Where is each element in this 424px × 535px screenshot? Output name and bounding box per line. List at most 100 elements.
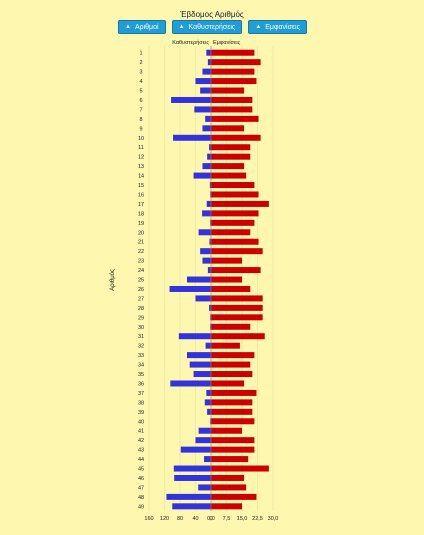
x-tick-left: 160: [144, 516, 153, 522]
category-label-25: 25: [138, 278, 144, 284]
sort-toolbar: ▲ Αριθμοί ▲ Καθυστερήσεις ▲ Εμφανίσεις: [118, 20, 307, 34]
y-axis-label: Αριθμός: [109, 269, 116, 291]
category-label-9: 9: [139, 126, 142, 132]
category-label-24: 24: [138, 268, 144, 274]
bar-appearances-47: [211, 484, 247, 491]
bar-appearances-41: [211, 427, 242, 434]
bar-appearances-46: [211, 474, 245, 481]
bar-appearances-49: [211, 503, 242, 510]
x-tick-left: 0: [209, 516, 212, 522]
category-label-16: 16: [138, 192, 144, 198]
category-label-43: 43: [138, 448, 144, 454]
bar-delay-18: [202, 210, 211, 217]
bar-appearances-10: [211, 134, 261, 141]
bar-delay-21: [209, 238, 211, 245]
bar-appearances-5: [211, 87, 245, 94]
bar-delay-27: [195, 295, 211, 302]
x-tick-left: 80: [177, 516, 183, 522]
category-label-10: 10: [138, 136, 144, 142]
bar-delay-11: [209, 144, 211, 151]
bar-appearances-45: [211, 465, 269, 472]
bar-delay-6: [171, 96, 211, 103]
category-label-12: 12: [138, 155, 144, 161]
bar-appearances-43: [211, 446, 255, 453]
category-label-22: 22: [138, 249, 144, 255]
bar-delay-15: [209, 182, 211, 189]
category-label-14: 14: [138, 174, 144, 180]
bar-delay-14: [193, 172, 211, 179]
category-label-32: 32: [138, 344, 144, 350]
category-label-47: 47: [138, 485, 144, 491]
category-label-44: 44: [138, 457, 144, 463]
category-label-17: 17: [138, 202, 144, 208]
sort-by-appearances-button[interactable]: ▲ Εμφανίσεις: [248, 20, 307, 34]
category-label-36: 36: [138, 381, 144, 387]
category-label-48: 48: [138, 495, 144, 501]
bar-delay-12: [207, 153, 211, 160]
sort-by-delay-button[interactable]: ▲ Καθυστερήσεις: [171, 20, 243, 34]
x-tick-right: 22,5: [252, 516, 263, 522]
bar-delay-42: [195, 437, 211, 444]
bar-appearances-35: [211, 371, 253, 378]
bar-delay-43: [180, 446, 211, 453]
category-label-11: 11: [138, 145, 144, 151]
category-label-35: 35: [138, 372, 144, 378]
bar-appearances-4: [211, 78, 257, 85]
bar-appearances-15: [211, 182, 255, 189]
bar-delay-22: [200, 248, 211, 255]
category-label-23: 23: [138, 259, 144, 265]
bar-delay-46: [174, 474, 211, 481]
bar-delay-33: [186, 352, 211, 359]
bar-delay-41: [198, 427, 211, 434]
category-label-40: 40: [138, 419, 144, 425]
bar-delay-2: [207, 59, 211, 66]
bar-appearances-37: [211, 389, 257, 396]
bar-delay-3: [202, 68, 211, 75]
category-label-21: 21: [138, 240, 144, 246]
bar-appearances-31: [211, 333, 265, 340]
bar-appearances-12: [211, 153, 251, 160]
bar-appearances-26: [211, 285, 251, 292]
bar-appearances-8: [211, 115, 259, 122]
bar-appearances-40: [211, 418, 255, 425]
bar-appearances-19: [211, 219, 255, 226]
bar-delay-39: [207, 408, 211, 415]
category-label-18: 18: [138, 211, 144, 217]
bar-delay-17: [206, 200, 211, 207]
bar-appearances-39: [211, 408, 253, 415]
bar-appearances-24: [211, 267, 261, 274]
bar-appearances-18: [211, 210, 259, 217]
category-label-2: 2: [139, 60, 142, 66]
category-label-6: 6: [139, 98, 142, 104]
bar-appearances-7: [211, 106, 253, 113]
sort-by-number-button[interactable]: ▲ Αριθμοί: [118, 20, 166, 34]
bar-appearances-2: [211, 59, 261, 66]
bar-delay-44: [204, 456, 211, 463]
bar-delay-19: [210, 219, 211, 226]
category-label-15: 15: [138, 183, 144, 189]
bar-delay-35: [193, 371, 211, 378]
bar-delay-16: [210, 191, 211, 198]
x-tick-right: 15,0: [237, 516, 248, 522]
bar-appearances-34: [211, 361, 251, 368]
up-arrow-icon: ▲: [255, 24, 262, 30]
bar-appearances-30: [211, 323, 251, 330]
bar-appearances-33: [211, 352, 255, 359]
bar-appearances-48: [211, 493, 257, 500]
bar-appearances-14: [211, 172, 247, 179]
chart-title: Έβδομος Αριθμός: [180, 10, 244, 19]
category-label-5: 5: [139, 89, 142, 95]
bar-appearances-13: [211, 163, 245, 170]
category-label-27: 27: [138, 296, 144, 302]
bar-appearances-21: [211, 238, 259, 245]
bar-appearances-29: [211, 314, 263, 321]
category-label-42: 42: [138, 438, 144, 444]
button-label: Εμφανίσεις: [265, 23, 300, 31]
category-label-30: 30: [138, 325, 144, 331]
bar-appearances-42: [211, 437, 255, 444]
bar-delay-23: [202, 257, 211, 264]
category-label-31: 31: [138, 334, 144, 340]
bar-appearances-11: [211, 144, 251, 151]
up-arrow-icon: ▲: [125, 24, 131, 30]
category-label-20: 20: [138, 230, 144, 236]
